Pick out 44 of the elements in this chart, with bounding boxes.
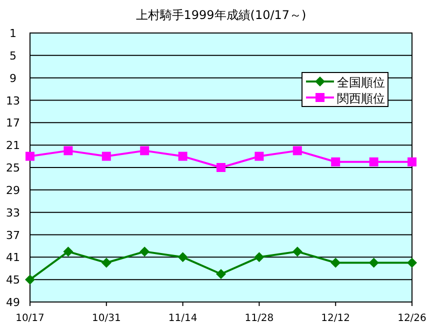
y-tick-label: 45	[6, 274, 20, 287]
point	[330, 258, 341, 268]
point	[407, 258, 417, 268]
y-tick-label: 29	[6, 184, 20, 197]
point	[369, 157, 378, 166]
y-tick-label: 37	[6, 228, 20, 242]
x-tick-label: 11/14	[168, 313, 198, 324]
point	[178, 252, 188, 262]
point	[101, 258, 112, 268]
point	[292, 246, 302, 257]
y-tick-label: 13	[6, 94, 20, 108]
point	[331, 157, 340, 166]
point	[63, 246, 74, 257]
point	[64, 146, 73, 156]
y-tick-label: 17	[6, 116, 20, 130]
point	[102, 152, 111, 161]
y-tick-label: 9	[10, 72, 16, 85]
legend-label: 関西順位	[337, 92, 385, 106]
chart-title: 上村騎手1999年成績(10/17～)	[136, 8, 306, 22]
point	[140, 146, 150, 156]
y-tick-label: 33	[6, 206, 20, 220]
point	[254, 152, 264, 161]
y-tick-label: 5	[10, 49, 16, 62]
x-tick-label: 10/31	[92, 313, 121, 324]
point	[292, 146, 302, 156]
x-tick-label: 11/28	[244, 313, 274, 324]
point	[140, 246, 150, 257]
point	[368, 258, 379, 268]
x-tick-label: 12/12	[321, 313, 350, 324]
point	[408, 157, 416, 166]
point	[254, 252, 264, 262]
point	[26, 152, 34, 161]
x-tick-label: 12/26	[398, 313, 426, 324]
y-tick-label: 1	[10, 27, 16, 40]
point	[216, 268, 226, 279]
y-tick-label: 25	[6, 162, 20, 174]
y-tick-label: 41	[6, 251, 20, 264]
x-tick-label: 10/17	[16, 313, 44, 324]
point	[216, 163, 226, 172]
y-tick-label: 49	[6, 296, 20, 309]
point	[178, 152, 188, 161]
legend-label: 全国順位	[337, 76, 385, 90]
y-tick-label: 21	[6, 139, 20, 152]
point	[25, 274, 35, 285]
